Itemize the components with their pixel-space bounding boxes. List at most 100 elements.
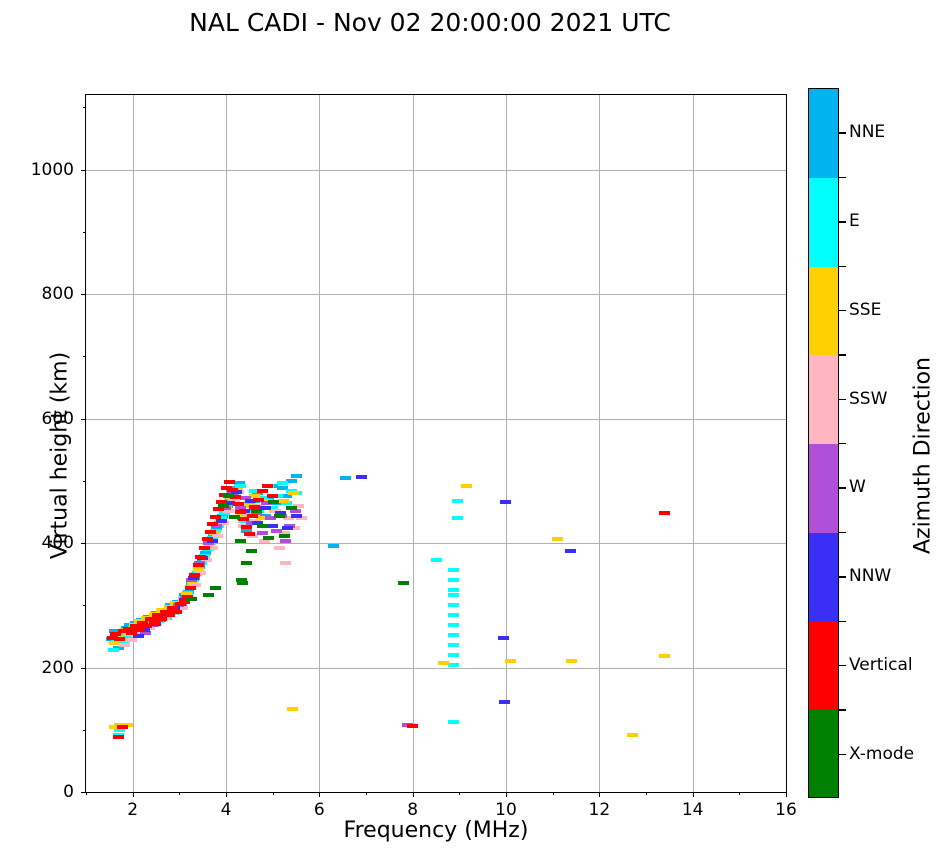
data-marker	[241, 560, 253, 565]
y-gridline	[86, 667, 786, 669]
data-marker	[448, 653, 460, 658]
data-marker	[152, 613, 164, 618]
data-marker	[290, 473, 302, 478]
data-marker	[236, 513, 248, 518]
x-gridline	[132, 95, 134, 792]
data-marker	[219, 506, 231, 511]
data-marker	[215, 516, 227, 521]
data-marker	[448, 623, 460, 628]
data-marker	[132, 634, 144, 639]
data-marker	[125, 634, 137, 639]
y-tick	[81, 543, 86, 545]
x-tick-label: 16	[775, 800, 797, 820]
data-marker	[144, 616, 156, 621]
data-marker	[285, 478, 297, 483]
data-marker	[237, 580, 249, 585]
data-marker	[224, 501, 236, 506]
data-marker	[137, 620, 149, 625]
data-marker	[234, 538, 246, 543]
data-marker	[451, 498, 463, 503]
data-marker	[498, 700, 510, 705]
y-gridline	[86, 294, 786, 296]
y-tick-minor	[83, 231, 86, 233]
x-gridline	[692, 95, 694, 792]
x-tick-minor	[272, 792, 274, 795]
data-marker	[431, 558, 443, 563]
data-marker	[129, 624, 141, 629]
data-marker	[212, 533, 224, 538]
data-marker	[241, 528, 253, 533]
x-tick-minor	[366, 792, 367, 795]
data-marker	[253, 497, 265, 502]
colorbar-segment-sse	[809, 266, 838, 356]
data-marker	[551, 537, 563, 542]
data-marker	[289, 508, 301, 513]
data-marker	[216, 513, 228, 518]
data-marker	[241, 511, 253, 516]
data-marker	[194, 560, 206, 565]
data-marker	[256, 488, 268, 493]
y-tick-minor	[83, 729, 86, 731]
colorbar-tick	[839, 132, 846, 134]
colorbar-segment-vertical	[809, 621, 838, 711]
data-marker	[626, 732, 638, 737]
x-gridline	[319, 95, 321, 792]
y-tick-label: 200	[41, 657, 74, 678]
data-marker	[206, 546, 218, 551]
data-marker	[189, 583, 201, 588]
colorbar-tick	[839, 664, 846, 667]
data-marker	[252, 491, 264, 496]
x-gridline	[226, 95, 227, 792]
data-marker	[218, 511, 230, 516]
data-marker	[448, 643, 460, 648]
data-marker	[114, 722, 126, 727]
x-tick-label: 12	[588, 800, 611, 820]
data-marker	[221, 486, 233, 491]
x-tick-label: 14	[681, 800, 704, 820]
data-marker	[276, 481, 288, 486]
colorbar-segment-nne	[809, 89, 838, 179]
data-marker	[159, 609, 171, 614]
data-marker	[448, 568, 460, 573]
colorbar-tick	[839, 309, 846, 312]
y-tick	[81, 667, 86, 669]
data-marker	[265, 516, 277, 521]
data-marker	[242, 503, 254, 508]
data-marker	[224, 480, 236, 485]
y-tick-label: 400	[41, 533, 74, 554]
x-tick-label: 2	[127, 800, 139, 820]
data-marker	[202, 541, 214, 546]
data-marker	[451, 516, 463, 521]
data-marker	[232, 502, 244, 507]
data-marker	[448, 588, 460, 593]
data-marker	[185, 578, 197, 583]
data-marker	[140, 630, 152, 635]
colorbar-segment-w	[809, 444, 838, 534]
data-marker	[174, 602, 186, 607]
data-marker	[279, 531, 291, 536]
data-marker	[192, 563, 204, 568]
colorbar-boundary-tick	[839, 265, 846, 267]
data-marker	[234, 483, 246, 488]
colorbar-label-e: E	[849, 211, 860, 232]
data-marker	[186, 580, 198, 585]
colorbar-segment-x-mode	[809, 710, 838, 797]
x-tick-label: 8	[407, 800, 419, 820]
data-marker	[207, 522, 219, 527]
colorbar-label-ssw: SSW	[849, 388, 888, 409]
colorbar-tick	[839, 398, 846, 401]
data-marker	[181, 592, 193, 597]
y-tick-label: 800	[41, 284, 74, 305]
data-marker	[217, 503, 229, 508]
data-marker	[201, 537, 213, 542]
y-tick-label: 600	[41, 408, 74, 429]
data-marker	[192, 568, 204, 573]
data-marker	[397, 580, 409, 585]
data-marker	[246, 513, 258, 518]
data-marker	[235, 506, 247, 511]
data-marker	[448, 633, 460, 638]
x-tick	[226, 792, 227, 797]
data-marker	[117, 640, 129, 645]
data-marker	[215, 499, 227, 504]
data-marker	[448, 578, 460, 583]
